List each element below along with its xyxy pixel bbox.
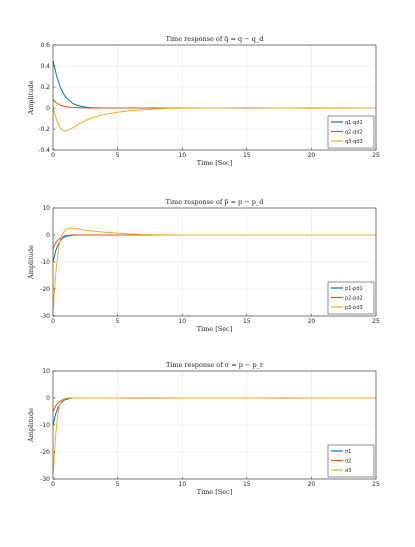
x-axis-label: Time [Sec] <box>197 325 233 333</box>
series-line-3 <box>52 107 377 132</box>
y-axis-label: Amplitude <box>27 245 35 280</box>
y-tick-label: 0 <box>46 395 50 402</box>
x-tick-label: 10 <box>178 318 186 325</box>
y-tick-label: -10 <box>40 259 50 266</box>
series-line-1 <box>52 60 376 109</box>
axes-box <box>52 44 377 151</box>
x-tick-label: 15 <box>243 481 251 488</box>
series-line-3 <box>52 227 376 311</box>
legend-label-2: q2-qd2 <box>345 129 363 135</box>
y-tick-label: -30 <box>40 476 50 483</box>
legend: σ1 σ2 σ3 <box>327 444 375 478</box>
series-line-3 <box>52 397 376 474</box>
y-tick-label: 0 <box>46 105 50 112</box>
legend-label-3: σ3 <box>345 468 351 474</box>
legend-label-3: q3-qd3 <box>345 139 363 145</box>
y-tick-label: 0.4 <box>40 63 50 70</box>
chart-panel-1: 0 5 10 15 20 25 -0.4 -0.2 0 0.2 0.4 0.6 Time respons… <box>27 34 380 167</box>
series-line-1 <box>52 397 376 426</box>
x-tick-label: 10 <box>178 152 186 159</box>
y-tick-label: -30 <box>40 313 50 320</box>
y-tick-label: 0 <box>46 232 50 239</box>
x-tick-label: 15 <box>243 152 251 159</box>
x-axis-label: Time [Sec] <box>197 488 233 496</box>
legend-label-1: σ1 <box>345 449 351 455</box>
y-tick-label: 10 <box>42 205 50 212</box>
x-tick-label: 0 <box>51 152 55 159</box>
x-tick-label: 25 <box>372 152 380 159</box>
x-axis-label: Time [Sec] <box>197 159 233 167</box>
legend: q1-qd1 q2-qd2 q3-qd3 <box>327 115 375 149</box>
y-tick-label: -10 <box>40 422 50 429</box>
series-line-1 <box>52 234 376 263</box>
x-tick-label: 10 <box>178 481 186 488</box>
chart-title: Time response of σ = p − p_r <box>166 361 264 369</box>
x-tick-label: 5 <box>116 318 120 325</box>
y-tick-label: -20 <box>40 449 50 456</box>
y-axis-label: Amplitude <box>27 80 35 115</box>
series-line-2 <box>52 234 376 249</box>
y-tick-label: -20 <box>40 286 50 293</box>
legend-label-2: σ2 <box>345 458 351 464</box>
x-tick-label: 20 <box>308 152 316 159</box>
x-tick-label: 5 <box>116 152 120 159</box>
x-tick-label: 0 <box>51 481 55 488</box>
legend-label-2: p2-pd2 <box>345 295 363 301</box>
x-tick-label: 15 <box>243 318 251 325</box>
chart-panel-2: 0 5 10 15 20 25 -30 -20 -10 0 10 Time response of p… <box>27 197 380 333</box>
x-tick-label: 25 <box>372 481 380 488</box>
x-tick-label: 20 <box>308 318 316 325</box>
chart-panel-3: 0 5 10 15 20 25 -30 -20 -10 0 10 Time response of σ… <box>27 361 380 496</box>
chart-title: Time response of p̃ = p − p_d <box>166 197 264 206</box>
y-tick-label: -0.4 <box>38 147 50 154</box>
legend-label-1: p1-pd1 <box>345 286 363 292</box>
chart-title: Time response of q̃ = q − q_d <box>166 34 264 43</box>
series-line-2 <box>52 99 376 109</box>
y-axis-label: Amplitude <box>27 408 35 443</box>
y-tick-label: 0.6 <box>40 42 50 49</box>
x-tick-label: 25 <box>372 318 380 325</box>
legend-label-1: q1-qd1 <box>345 120 363 126</box>
y-tick-label: 10 <box>42 368 50 375</box>
x-tick-label: 20 <box>308 481 316 488</box>
y-tick-label: -0.2 <box>38 126 50 133</box>
x-tick-label: 5 <box>116 481 120 488</box>
y-tick-label: 0.2 <box>40 84 50 91</box>
x-tick-label: 0 <box>51 318 55 325</box>
series-line-2 <box>52 397 376 412</box>
legend: p1-pd1 p2-pd2 p3-pd3 <box>327 281 375 315</box>
legend-label-3: p3-pd3 <box>345 305 363 311</box>
